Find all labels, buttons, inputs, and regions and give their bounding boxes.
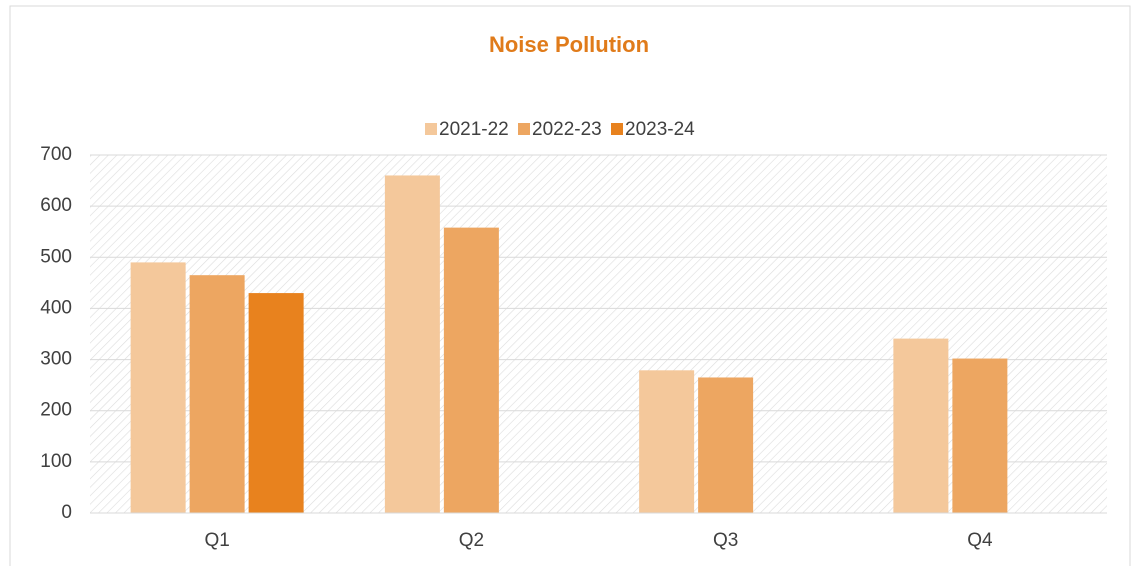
x-tick-label: Q2 (459, 530, 484, 551)
bar (698, 377, 754, 513)
bar (130, 262, 186, 513)
bar (893, 338, 949, 513)
bar (384, 175, 440, 513)
bar (952, 358, 1008, 513)
y-tick-label: 400 (40, 297, 72, 318)
legend-swatch (425, 123, 437, 135)
y-tick-label: 100 (40, 451, 72, 472)
bar (189, 275, 245, 513)
legend-swatch (518, 123, 530, 135)
legend-label: 2021-22 (439, 119, 509, 140)
y-tick-label: 200 (40, 400, 72, 421)
y-tick-label: 500 (40, 246, 72, 267)
bar (639, 370, 695, 513)
y-tick-label: 700 (40, 144, 72, 165)
y-tick-label: 600 (40, 195, 72, 216)
bar (248, 293, 304, 513)
x-tick-label: Q3 (713, 530, 738, 551)
y-tick-label: 300 (40, 349, 72, 370)
x-tick-label: Q4 (967, 530, 993, 551)
bar (443, 227, 499, 513)
legend-swatch (611, 123, 623, 135)
chart-title: Noise Pollution (489, 32, 649, 57)
x-tick-label: Q1 (204, 530, 229, 551)
legend-label: 2023-24 (625, 119, 695, 140)
y-tick-label: 0 (61, 502, 72, 523)
legend-label: 2022-23 (532, 119, 602, 140)
